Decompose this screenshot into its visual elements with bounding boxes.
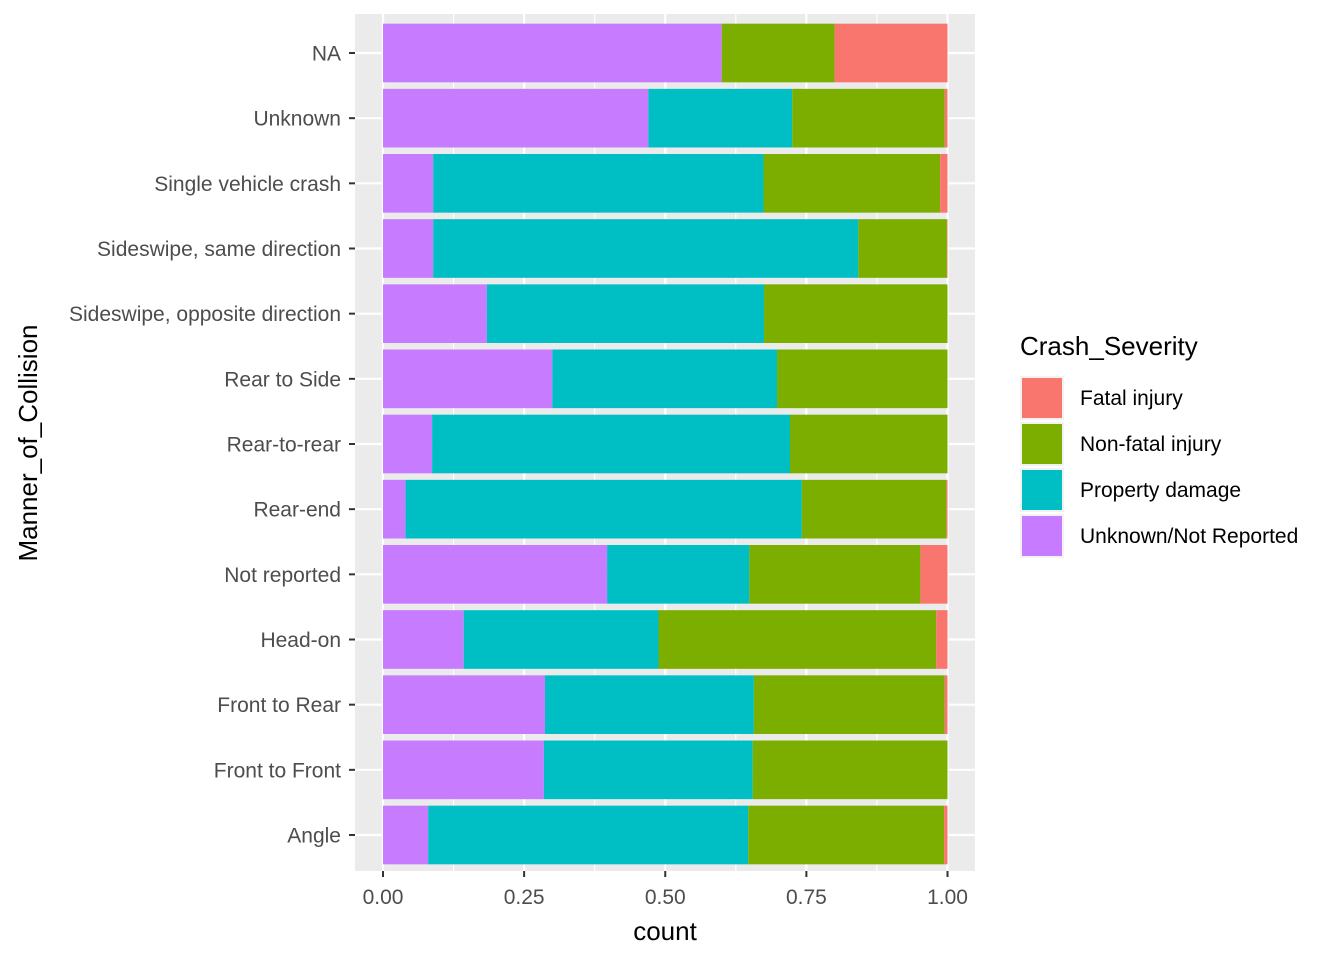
bar-segment	[383, 805, 429, 865]
x-tick-label: 0.25	[504, 886, 545, 909]
bar-segment	[543, 740, 753, 800]
bar-segment	[748, 805, 945, 865]
y-tick-label: Front to Front	[214, 759, 341, 782]
y-tick-label: Rear-end	[253, 499, 341, 522]
y-tick-label: NA	[312, 43, 341, 66]
bar-segment	[790, 414, 948, 474]
bar-segment	[428, 805, 749, 865]
bar-segment	[749, 545, 921, 604]
bar-segment	[801, 479, 947, 539]
bar-segment	[383, 610, 464, 669]
x-tick-label: 1.00	[927, 886, 968, 909]
bar-segment	[405, 479, 802, 539]
x-tick-label: 0.75	[786, 886, 827, 909]
legend-label: Non-fatal injury	[1080, 433, 1222, 456]
bar-segment	[834, 23, 948, 83]
bar-segment	[944, 88, 948, 148]
bars	[383, 23, 948, 865]
y-axis: Angle Front to Front Front to Rear Head-on N…	[69, 43, 355, 848]
legend-label: Property damage	[1080, 479, 1241, 502]
bar-segment	[763, 154, 941, 213]
bar-segment	[764, 284, 948, 343]
legend-label: Unknown/Not Reported	[1080, 525, 1298, 548]
legend-label: Fatal injury	[1080, 387, 1183, 410]
y-axis-title: Manner_of_Collision	[13, 324, 43, 561]
y-tick-label: Angle	[287, 825, 341, 848]
bar-segment	[383, 219, 434, 278]
x-tick-label: 0.00	[363, 886, 404, 909]
y-tick-label: Head-on	[260, 629, 341, 652]
bar-segment	[946, 479, 948, 539]
legend-key	[1022, 470, 1062, 510]
x-axis: 0.00 0.25 0.50 0.75 1.00	[363, 871, 968, 909]
bar-segment	[433, 154, 764, 213]
y-tick-label: Rear-to-rear	[227, 434, 341, 457]
bar-segment	[607, 545, 750, 604]
legend-key	[1022, 516, 1062, 556]
y-tick-label: Single vehicle crash	[154, 173, 341, 196]
legend-title: Crash_Severity	[1020, 331, 1198, 361]
bar-segment	[940, 154, 948, 213]
legend-key	[1022, 378, 1062, 418]
bar-segment	[648, 88, 793, 148]
bar-segment	[383, 740, 544, 800]
bar-segment	[432, 414, 791, 474]
y-tick-label: Sideswipe, same direction	[97, 238, 341, 261]
legend: Crash_Severity Fatal injury Non-fatal inj…	[1020, 331, 1298, 558]
bar-segment	[433, 219, 859, 278]
bar-segment	[383, 154, 434, 213]
bar-segment	[463, 610, 659, 669]
bar-segment	[944, 675, 948, 734]
bar-segment	[944, 805, 948, 865]
y-tick-label: Sideswipe, opposite direction	[69, 303, 341, 326]
bar-segment	[858, 219, 947, 278]
bar-segment	[721, 23, 835, 83]
bar-segment	[658, 610, 937, 669]
bar-segment	[752, 740, 948, 800]
bar-segment	[946, 219, 948, 278]
bar-segment	[486, 284, 765, 343]
bar-segment	[383, 414, 433, 474]
y-tick-label: Rear to Side	[224, 368, 341, 391]
y-tick-label: Front to Rear	[217, 694, 341, 717]
y-tick-label: Unknown	[253, 108, 341, 131]
bar-segment	[936, 610, 948, 669]
bar-segment	[383, 545, 608, 604]
bar-segment	[552, 349, 778, 409]
bar-segment	[383, 284, 487, 343]
bar-segment	[920, 545, 948, 604]
x-axis-title: count	[633, 916, 697, 946]
legend-key	[1022, 424, 1062, 464]
bar-segment	[383, 349, 553, 409]
bar-segment	[545, 675, 754, 734]
bar-segment	[383, 479, 406, 539]
bar-segment	[383, 23, 722, 83]
bar-segment	[383, 675, 546, 734]
x-tick-label: 0.50	[645, 886, 686, 909]
bar-segment	[777, 349, 948, 409]
bar-segment	[383, 88, 649, 148]
bar-segment	[753, 675, 945, 734]
y-tick-label: Not reported	[224, 564, 341, 587]
bar-segment	[792, 88, 945, 148]
